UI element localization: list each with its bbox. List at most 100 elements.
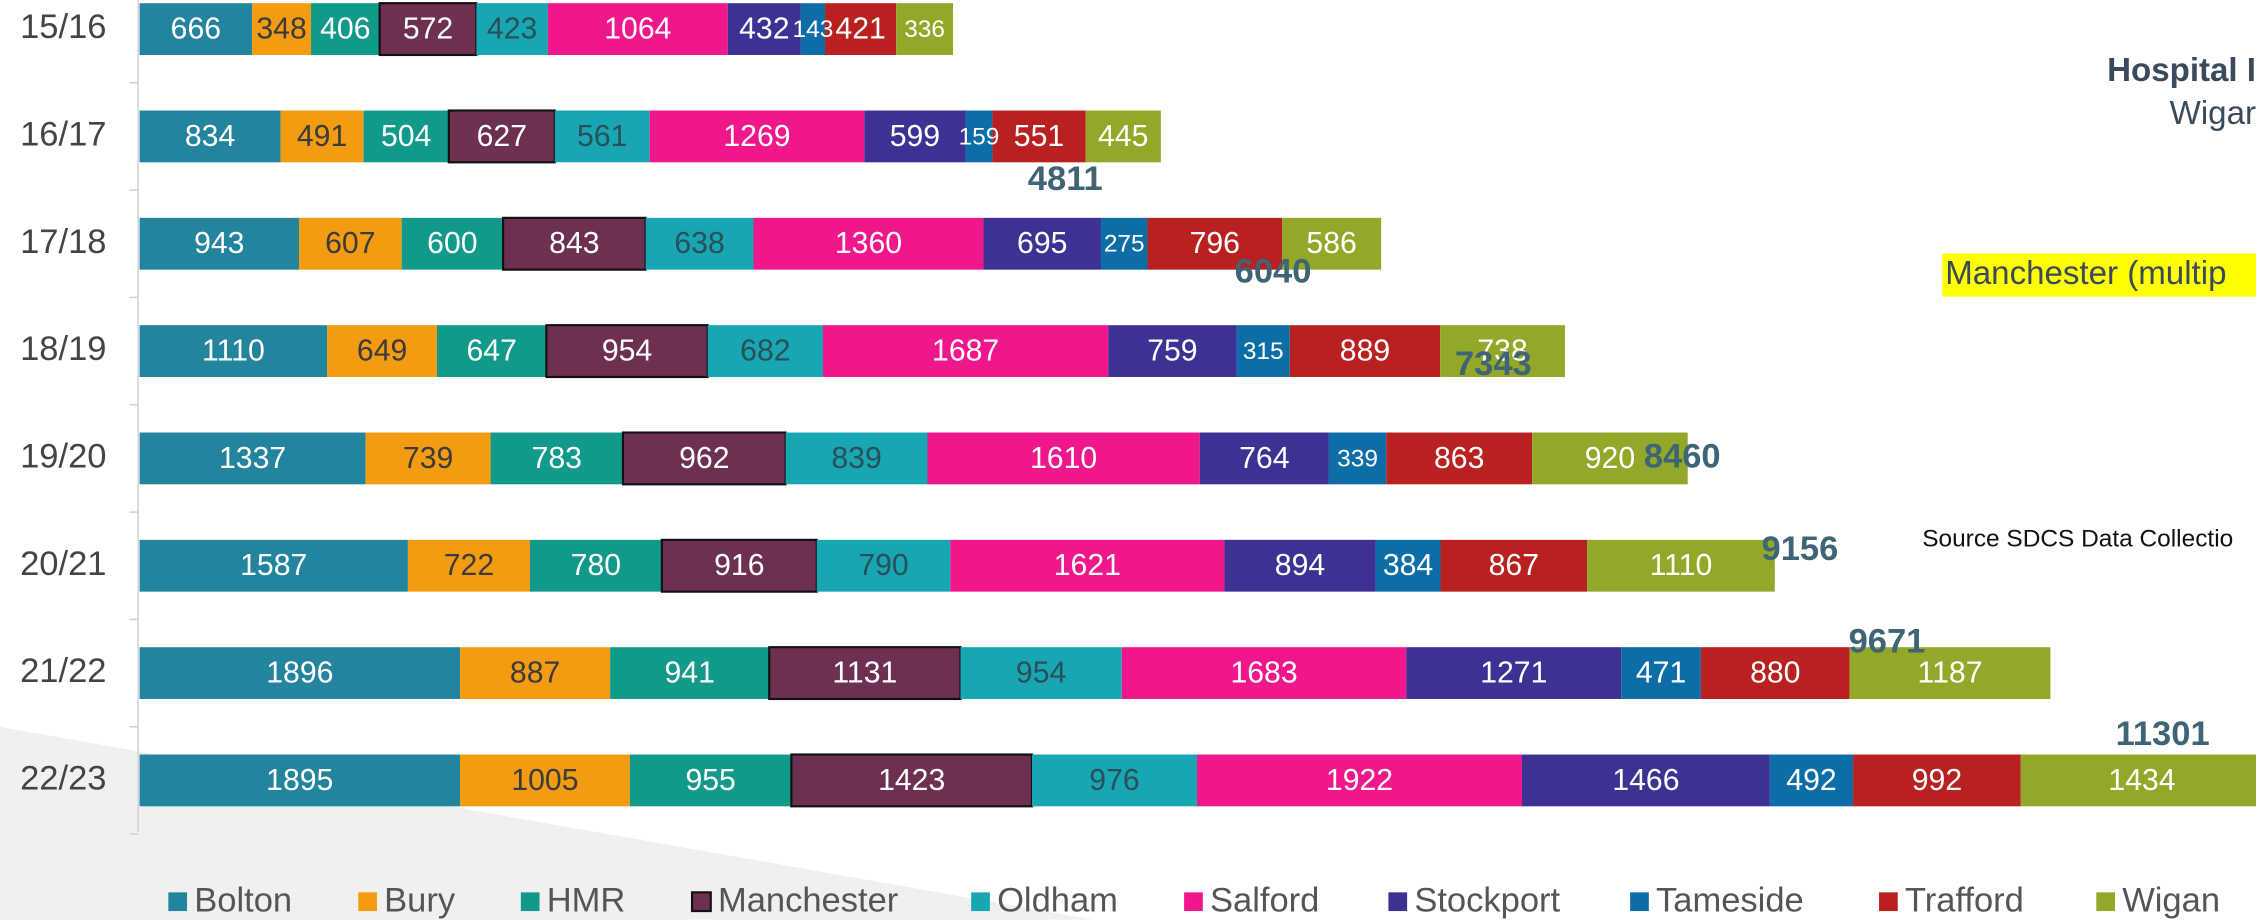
data-label: 738: [1477, 335, 1527, 368]
data-label: 941: [664, 657, 714, 690]
bar-segment: [554, 110, 650, 163]
legend-label: Oldham: [997, 882, 1118, 920]
data-label: 143: [793, 16, 834, 43]
bar-segment: [327, 325, 437, 377]
y-tick-label: 19/20: [20, 438, 106, 476]
bar-segment: [365, 432, 491, 485]
bar-segment: [864, 110, 966, 163]
bar-segment: [460, 647, 611, 699]
data-label: 976: [1089, 764, 1139, 797]
data-label: 695: [1017, 227, 1067, 260]
legend-label: Manchester: [718, 882, 898, 920]
data-label: 275: [1104, 231, 1145, 258]
bar-segment: [660, 538, 818, 593]
legend-swatch: [358, 892, 377, 912]
data-label: 1064: [604, 13, 671, 46]
bar-segment: [1031, 754, 1198, 807]
bar-segment: [1849, 647, 2051, 699]
annotation: Manchester (multip: [1945, 255, 2226, 292]
bar-segment: [459, 754, 630, 807]
legend-label: Salford: [1210, 882, 1319, 920]
bar-segment: [490, 432, 623, 485]
legend-swatch: [520, 892, 540, 912]
data-label: 943: [194, 227, 244, 260]
bar-segment: [476, 3, 548, 55]
legend-label: Bolton: [194, 882, 292, 920]
bar-segment: [139, 110, 281, 163]
bar-segment: [1236, 325, 1290, 377]
data-label: 607: [325, 227, 375, 260]
legend-label: Stockport: [1414, 882, 1560, 920]
bar-segment: [983, 217, 1101, 270]
bar-segment: [378, 2, 478, 57]
y-tick-label: 17/18: [20, 223, 106, 261]
bar-segment: [800, 3, 826, 55]
bar-segment: [645, 217, 754, 270]
legend-swatch: [1184, 892, 1203, 912]
data-label: 1466: [1612, 764, 1679, 797]
bar-segment: [1532, 432, 1688, 485]
data-label: 739: [403, 442, 453, 475]
bar-segment: [1521, 754, 1770, 807]
bar-segment: [1375, 539, 1441, 592]
data-label: 759: [1147, 335, 1197, 368]
data-label: 780: [571, 549, 621, 582]
data-label: 336: [904, 16, 945, 43]
y-tick-label: 16/17: [20, 116, 106, 154]
data-label: 1110: [1650, 549, 1713, 582]
data-label: 954: [602, 335, 652, 368]
data-label: 889: [1340, 335, 1390, 368]
bar-segment: [139, 539, 408, 592]
bar-segment: [1769, 754, 1854, 807]
total-label: 11301: [2116, 715, 2210, 753]
data-label: 315: [1243, 338, 1284, 365]
data-label: 586: [1306, 227, 1356, 260]
bar-segment: [139, 647, 461, 699]
bar-segment: [1289, 325, 1441, 377]
total-label: 6040: [1235, 253, 1312, 291]
legend-swatch: [168, 892, 188, 912]
bar-segment: [992, 110, 1086, 163]
bar-segment: [950, 539, 1225, 592]
data-label: 1005: [511, 764, 578, 797]
bar-segment: [790, 753, 1034, 808]
bar-segment: [1197, 754, 1522, 807]
legend-swatch: [971, 892, 990, 912]
data-label: 863: [1434, 442, 1484, 475]
annotation: Source SDCS Data Collectio: [1922, 525, 2233, 552]
bar-segment: [1386, 432, 1533, 485]
data-label: 790: [858, 549, 908, 582]
bar-segment: [1328, 432, 1387, 485]
bar-segment: [768, 646, 962, 701]
bar-segment: [1108, 325, 1237, 377]
bar-segment: [1700, 647, 1850, 699]
bar-segment: [1440, 539, 1588, 592]
bar-segment: [1224, 539, 1376, 592]
bar-segment: [139, 325, 328, 377]
bar-segment: [252, 3, 312, 55]
data-label: 572: [403, 13, 453, 46]
legend-swatch: [1630, 892, 1649, 912]
legend-swatch: [2096, 892, 2115, 912]
total-label: 9156: [1762, 530, 1839, 568]
bar-segment: [311, 3, 380, 55]
data-label: 638: [674, 227, 724, 260]
total-label: 9671: [1849, 623, 1926, 661]
bar-segment: [1621, 647, 1701, 699]
data-label: 1131: [832, 657, 897, 690]
data-label: 916: [714, 549, 764, 582]
data-label: 682: [740, 335, 790, 368]
legend-label: Trafford: [1905, 882, 2024, 920]
data-label: 843: [549, 227, 599, 260]
bar-segment: [436, 325, 547, 377]
bar-segment: [707, 325, 824, 377]
legend-label: HMR: [547, 882, 626, 920]
data-label: 834: [185, 120, 235, 153]
data-label: 348: [256, 13, 306, 46]
bar-segment: [823, 325, 1109, 377]
bar-segment: [727, 3, 801, 55]
data-label: 722: [444, 549, 494, 582]
bar-segment: [649, 110, 865, 163]
data-label: 1187: [1918, 657, 1983, 690]
data-label: 649: [357, 335, 407, 368]
